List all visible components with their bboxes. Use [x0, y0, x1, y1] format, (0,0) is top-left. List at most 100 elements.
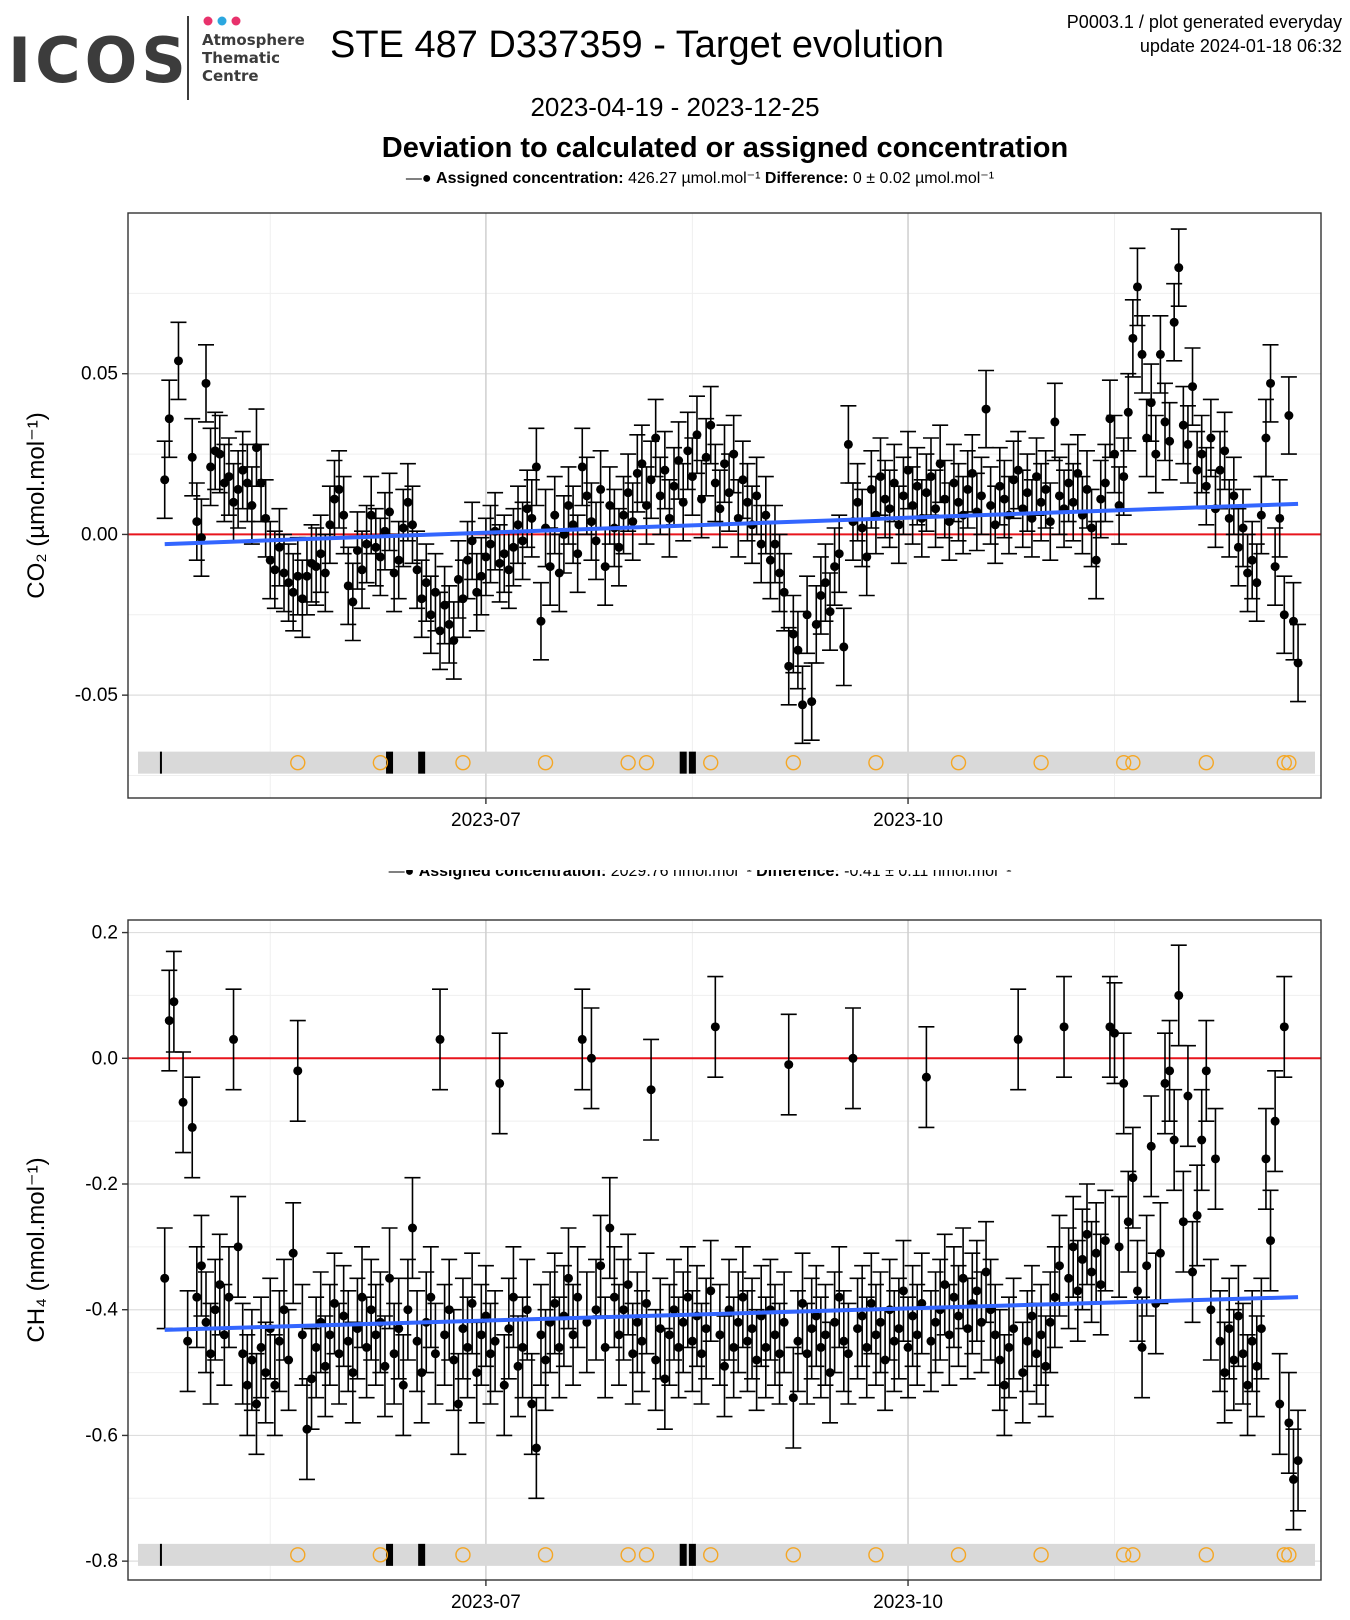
- point: [752, 1355, 762, 1365]
- point: [1032, 1349, 1042, 1359]
- point: [619, 510, 629, 520]
- data-point: [927, 1271, 944, 1374]
- point: [1256, 1324, 1266, 1334]
- data-points: [156, 228, 1307, 745]
- legend-diff-value: -0.41 ± 0.11 nmol.mol⁻¹: [844, 870, 1011, 880]
- point: [742, 1336, 752, 1346]
- point: [1174, 263, 1184, 273]
- data-point: [1234, 488, 1251, 568]
- point: [921, 1072, 931, 1082]
- point: [715, 504, 725, 514]
- point: [265, 555, 275, 565]
- point: [453, 1399, 463, 1409]
- point: [242, 478, 252, 488]
- data-point: [253, 443, 270, 523]
- data-point: [1262, 343, 1279, 423]
- point: [1266, 378, 1276, 388]
- marker-circle: [290, 754, 306, 771]
- point: [586, 1053, 596, 1063]
- data-point: [808, 585, 825, 664]
- marker-circle: [1115, 1547, 1132, 1563]
- point: [866, 484, 876, 494]
- data-point: [1262, 1189, 1279, 1292]
- point: [609, 1292, 619, 1302]
- point: [697, 494, 707, 504]
- data-point: [1152, 315, 1169, 394]
- point: [889, 1336, 899, 1346]
- point: [522, 1305, 532, 1315]
- data-point: [601, 466, 618, 545]
- point: [1151, 449, 1161, 459]
- marker-bar: [688, 751, 696, 774]
- data-point: [643, 1038, 660, 1141]
- point: [270, 1380, 280, 1390]
- point: [775, 1349, 785, 1359]
- data-point: [849, 462, 866, 542]
- point: [646, 475, 656, 485]
- point: [898, 1286, 908, 1296]
- point: [242, 1380, 252, 1390]
- point: [343, 1336, 353, 1346]
- data-point: [978, 369, 995, 449]
- point: [412, 1336, 422, 1346]
- point: [320, 1361, 330, 1371]
- data-point: [1253, 1277, 1270, 1380]
- point: [1288, 616, 1298, 626]
- data-point: [487, 1290, 504, 1393]
- point: [807, 1324, 817, 1334]
- marker-circle: [1125, 1547, 1141, 1563]
- point: [834, 1292, 844, 1302]
- point: [362, 539, 372, 549]
- marker-circle: [868, 754, 884, 771]
- marker-bar: [688, 1543, 696, 1566]
- point: [775, 568, 785, 578]
- point: [830, 562, 840, 572]
- data-point: [243, 466, 260, 545]
- data-point: [996, 459, 1013, 539]
- point: [793, 645, 803, 655]
- data-point: [1156, 382, 1173, 462]
- point: [366, 1305, 376, 1315]
- point: [807, 697, 817, 707]
- point: [660, 1374, 670, 1384]
- point: [297, 594, 307, 604]
- point: [247, 1355, 257, 1365]
- data-point: [1005, 1277, 1022, 1380]
- data-point: [872, 437, 889, 516]
- point: [637, 459, 647, 469]
- point: [889, 478, 899, 488]
- point: [508, 542, 518, 552]
- point: [857, 1311, 867, 1321]
- point: [421, 578, 431, 588]
- data-point: [702, 385, 719, 465]
- point: [811, 1311, 821, 1321]
- point: [1137, 1342, 1147, 1352]
- y-tick-label: 0.05: [81, 364, 118, 385]
- point: [853, 497, 863, 507]
- point: [563, 501, 573, 510]
- point: [1233, 542, 1243, 552]
- data-point: [647, 398, 664, 478]
- point: [1082, 1229, 1092, 1239]
- point: [917, 1298, 927, 1308]
- data-point: [831, 514, 848, 594]
- point: [1256, 510, 1266, 520]
- point: [1293, 1456, 1303, 1466]
- point: [752, 491, 762, 501]
- data-point: [225, 988, 242, 1091]
- data-point: [675, 462, 692, 542]
- data-point: [780, 1013, 797, 1116]
- point: [485, 539, 495, 549]
- data-point: [266, 1334, 283, 1437]
- point: [770, 1330, 780, 1340]
- point: [715, 1330, 725, 1340]
- point: [1192, 465, 1202, 475]
- data-point: [418, 543, 435, 623]
- point: [843, 1349, 853, 1359]
- data-point: [844, 1007, 861, 1110]
- point: [1096, 494, 1106, 504]
- point: [1068, 1242, 1078, 1252]
- data-point: [799, 575, 816, 655]
- y-tick-label: -0.4: [85, 1300, 118, 1321]
- point: [614, 542, 624, 552]
